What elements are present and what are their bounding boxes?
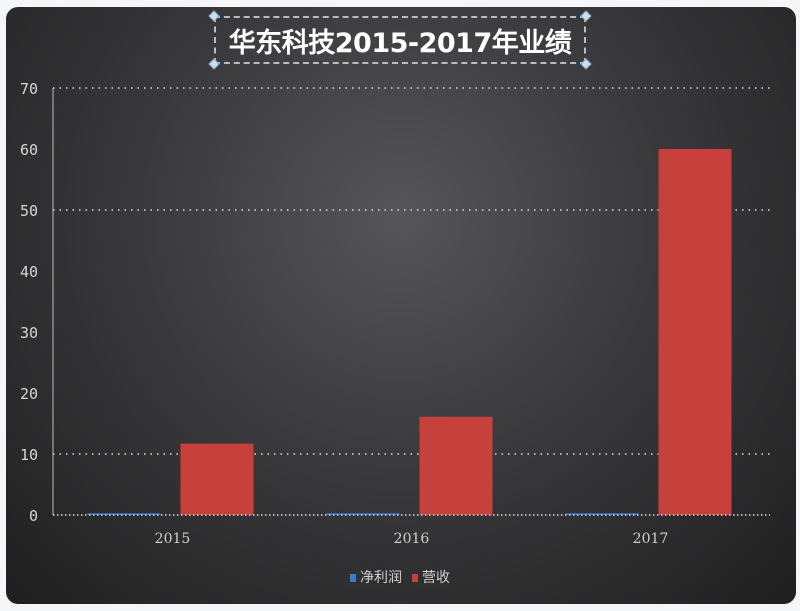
bar-net-profit-2015 <box>87 513 161 515</box>
legend-item-net-profit[interactable]: 净利润 <box>350 567 402 587</box>
bar-revenue-2015 <box>180 443 254 515</box>
bar-net-profit-2016 <box>326 513 400 515</box>
y-tick-label: 70 <box>20 80 38 98</box>
y-tick-label: 0 <box>29 507 38 525</box>
chart-title-text: 华东科技2015-2017年业绩 <box>228 27 572 59</box>
legend-item-revenue[interactable]: 营收 <box>412 567 450 587</box>
legend-swatch <box>350 574 356 582</box>
legend-label: 净利润 <box>360 570 402 586</box>
bar-revenue-2017 <box>658 149 732 515</box>
legend-swatch <box>412 574 418 582</box>
bar-revenue-2016 <box>419 416 493 515</box>
legend-label: 营收 <box>422 570 450 586</box>
y-tick-label: 60 <box>20 141 38 159</box>
y-tick-label: 10 <box>20 446 38 464</box>
legend[interactable]: 净利润 营收 <box>0 567 800 587</box>
y-tick-label: 30 <box>20 324 38 342</box>
x-tick-label: 2017 <box>633 531 669 547</box>
y-tick-label: 50 <box>20 202 38 220</box>
y-tick-label: 20 <box>20 385 38 403</box>
x-tick-label: 2016 <box>394 531 430 547</box>
bar-net-profit-2017 <box>565 513 639 515</box>
chart-title[interactable]: 华东科技2015-2017年业绩 <box>214 16 586 64</box>
x-tick-label: 2015 <box>155 531 191 547</box>
y-tick-label: 40 <box>20 263 38 281</box>
